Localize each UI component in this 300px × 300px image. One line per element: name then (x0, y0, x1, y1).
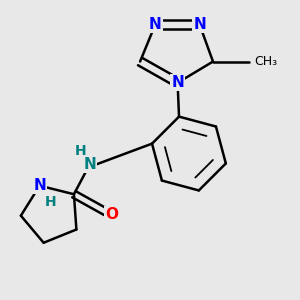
Text: N: N (33, 178, 46, 193)
Text: N: N (83, 157, 96, 172)
Text: CH₃: CH₃ (254, 55, 278, 68)
Text: O: O (106, 207, 118, 222)
Text: N: N (193, 17, 206, 32)
Text: N: N (149, 17, 162, 32)
Text: N: N (171, 75, 184, 90)
Text: H: H (75, 144, 87, 158)
Text: H: H (44, 195, 56, 208)
